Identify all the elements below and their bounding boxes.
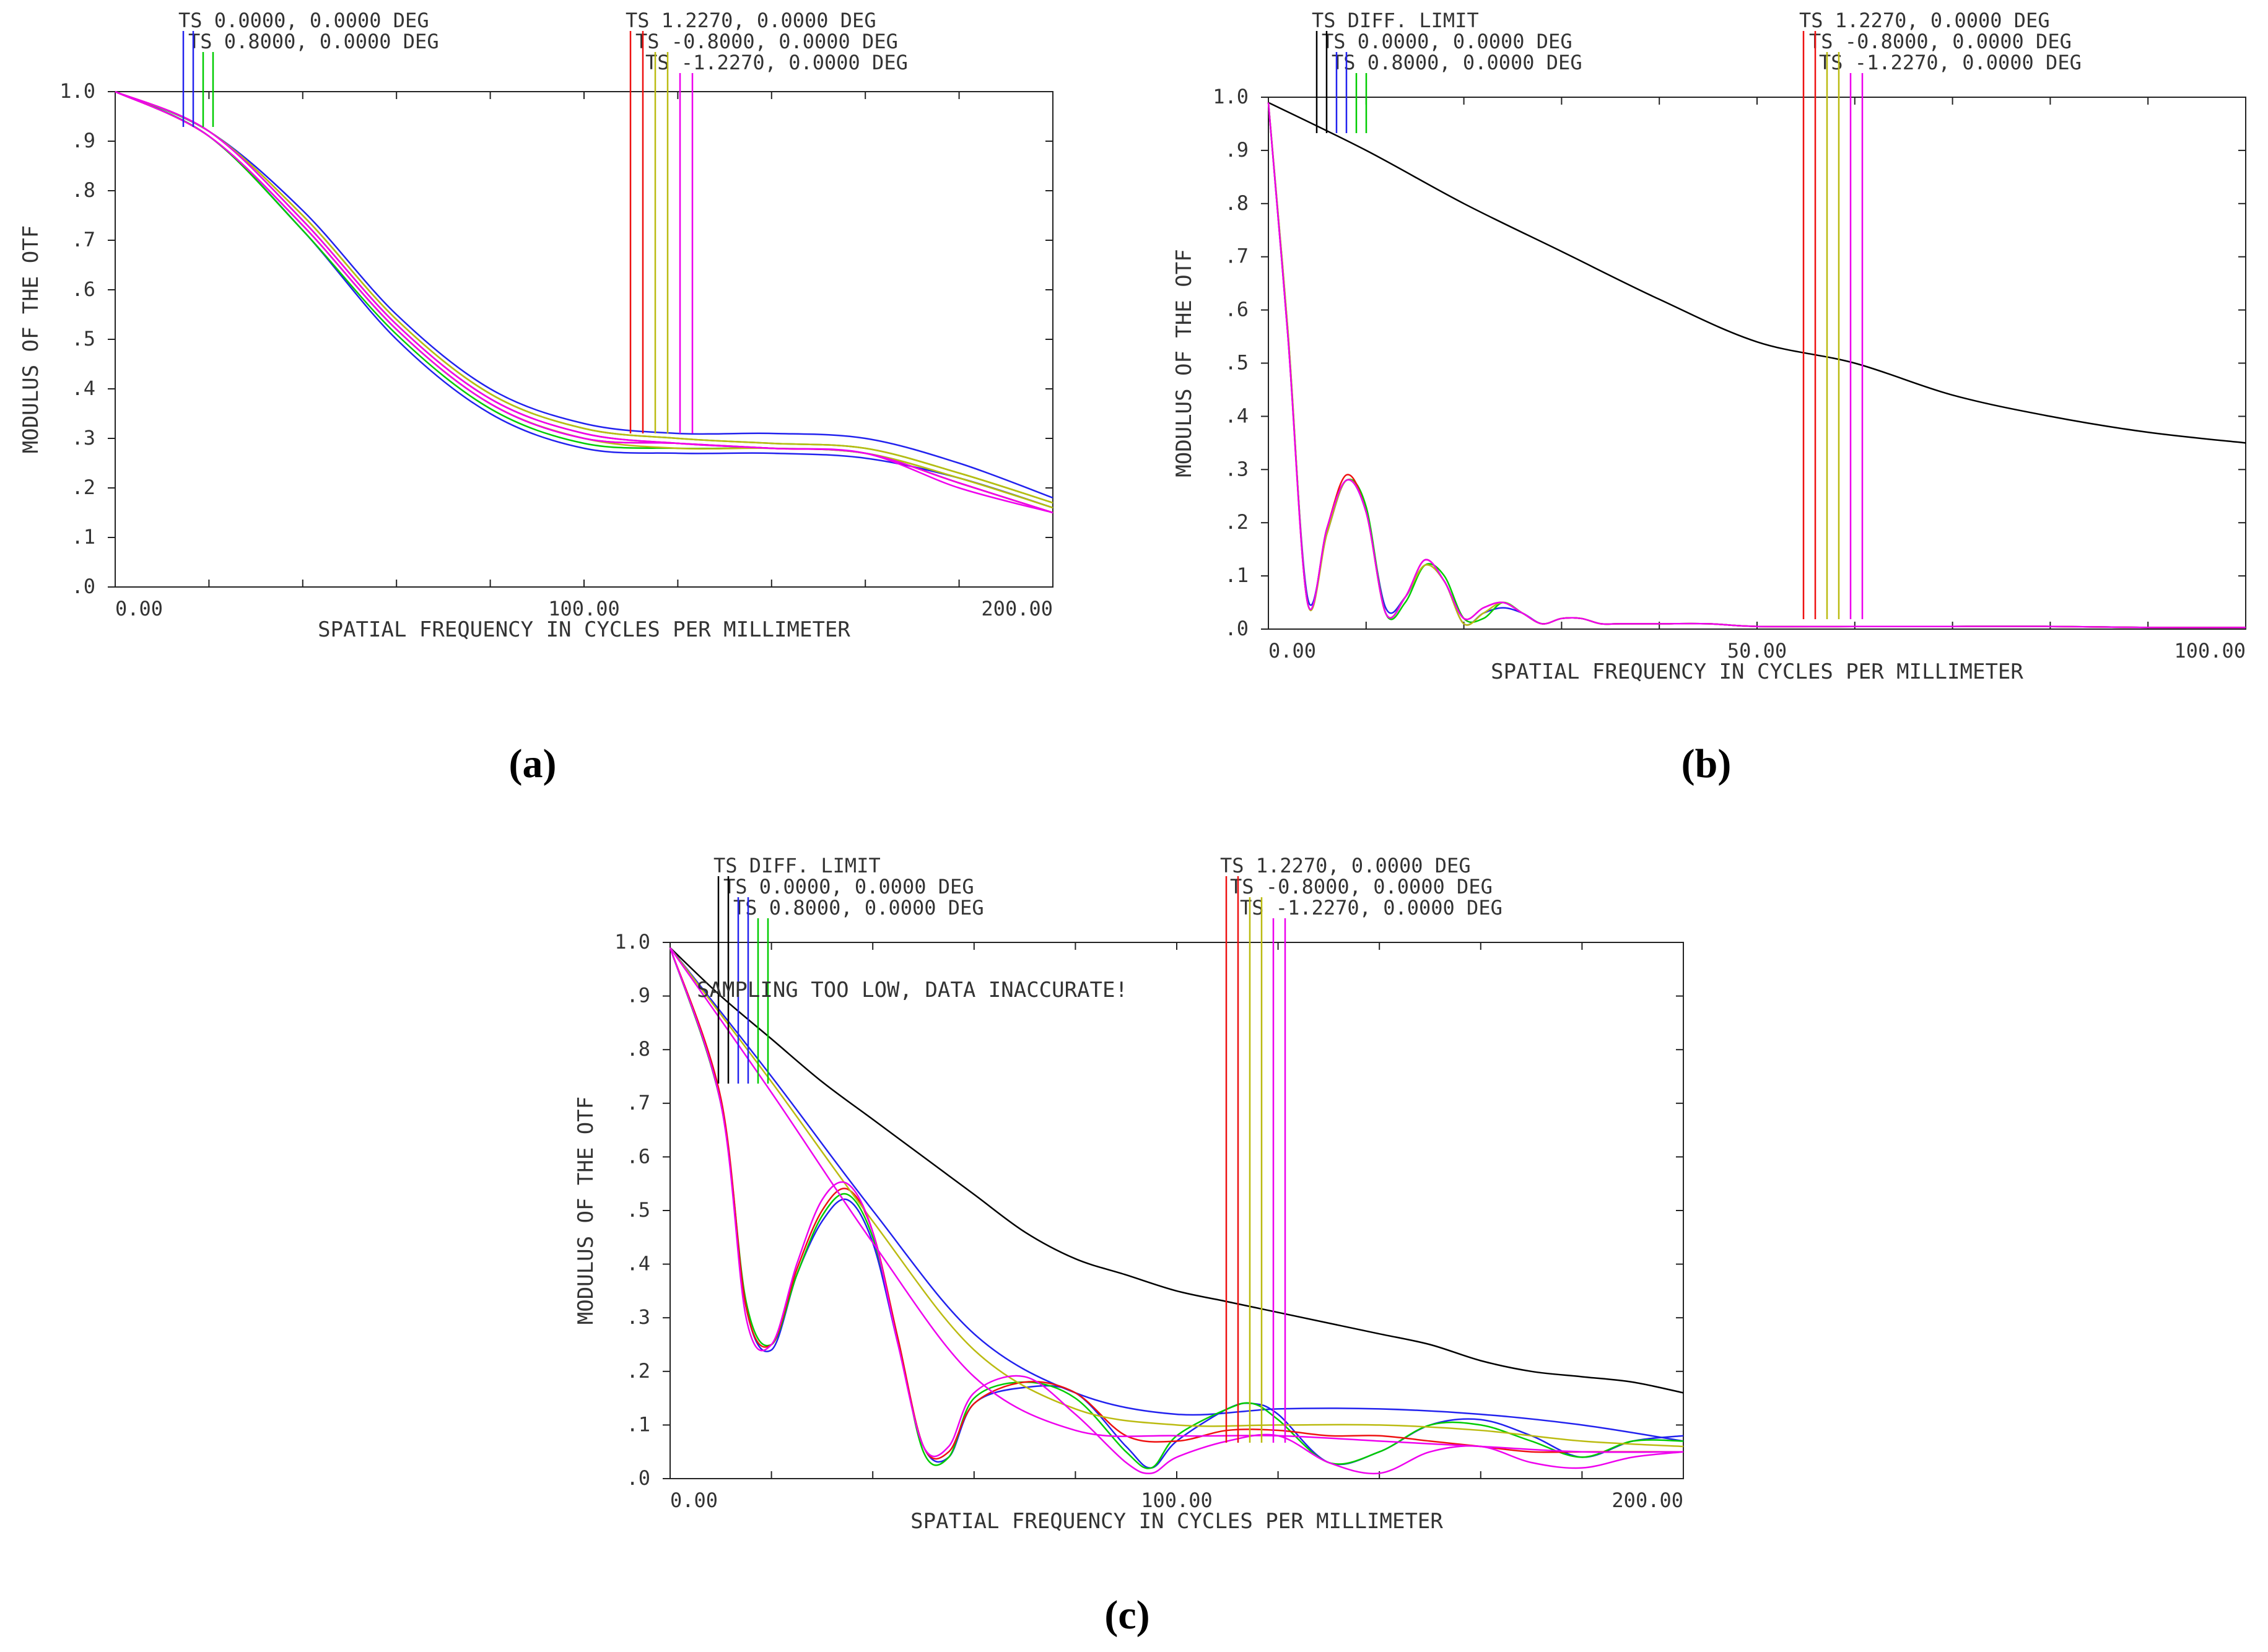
y-tick-label: .6 xyxy=(71,277,95,301)
y-tick-label: .5 xyxy=(1224,351,1249,375)
legend-label-right: TS 1.2270, 0.0000 DEG xyxy=(626,9,876,32)
y-tick-label: .2 xyxy=(1224,510,1249,534)
y-axis-title: MODULUS OF THE OTF xyxy=(1172,249,1197,477)
y-tick-label: .3 xyxy=(626,1305,650,1329)
y-tick-label: .4 xyxy=(626,1252,650,1276)
x-tick-label: 0.00 xyxy=(1268,639,1316,663)
series-line-ts1227 xyxy=(669,947,1683,1460)
legend-label-left: TS 0.0000, 0.0000 DEG xyxy=(178,9,429,32)
series-line-diff xyxy=(669,947,1684,1394)
y-axis-title: MODULUS OF THE OTF xyxy=(574,1097,598,1324)
y-tick-label: .2 xyxy=(71,476,95,499)
series-line-tsm08 xyxy=(1267,102,2246,628)
y-tick-label: .1 xyxy=(626,1412,650,1436)
legend-label-right: TS -0.8000, 0.0000 DEG xyxy=(1809,30,2072,53)
x-tick-label: 100.00 xyxy=(548,597,620,620)
y-tick-label: .6 xyxy=(626,1144,650,1168)
series-line-tsm08 xyxy=(115,90,1053,509)
series-line-tsm08 xyxy=(669,947,1684,1448)
legend-label-left: TS 0.8000, 0.0000 DEG xyxy=(733,896,984,919)
y-tick-label: .9 xyxy=(1224,138,1249,162)
y-tick-label: .5 xyxy=(71,327,95,350)
legend-label-left: TS DIFF. LIMIT xyxy=(1312,9,1479,32)
x-tick-label: 50.00 xyxy=(1727,639,1787,663)
legend-label-left: TS 0.8000, 0.0000 DEG xyxy=(188,30,439,53)
series-line-tsm08 xyxy=(115,90,1053,504)
series-line-ts00 xyxy=(669,947,1684,1469)
panel-caption: (c) xyxy=(1104,1593,1149,1638)
y-tick-label: .7 xyxy=(626,1091,650,1115)
y-tick-label: .5 xyxy=(626,1198,650,1222)
y-tick-label: 1.0 xyxy=(1213,85,1249,108)
legend-label-right: TS 1.2270, 0.0000 DEG xyxy=(1220,854,1471,877)
y-tick-label: .0 xyxy=(626,1466,650,1490)
x-tick-label: 200.00 xyxy=(1612,1489,1683,1512)
y-tick-label: .3 xyxy=(1224,457,1249,480)
y-tick-label: .1 xyxy=(71,525,95,549)
series-line-ts00 xyxy=(1267,102,2246,628)
series-line-tsm1227 xyxy=(669,947,1684,1475)
series-line-ts08 xyxy=(115,90,1053,509)
y-tick-label: .7 xyxy=(1224,245,1249,268)
y-tick-label: .3 xyxy=(71,426,95,450)
y-tick-label: .4 xyxy=(71,376,95,400)
series-line-ts08 xyxy=(669,947,1684,1469)
x-axis-title: SPATIAL FREQUENCY IN CYCLES PER MILLIMET… xyxy=(1491,659,2023,684)
panel-b: .0 .1 .2 .3 .4 .5 .6 .7 .8 .9 1.0 0.00 50.00 100.00 SP… xyxy=(1172,9,2246,786)
series-line-diff xyxy=(1268,102,2246,444)
y-tick-label: .8 xyxy=(1224,191,1249,215)
series-line-ts00 xyxy=(115,90,1053,499)
legend-label-right: TS -0.8000, 0.0000 DEG xyxy=(1230,875,1493,898)
y-tick-label: .1 xyxy=(1224,563,1249,587)
series-line-ts00 xyxy=(669,947,1684,1442)
sampling-warning: SAMPLING TOO LOW, DATA INACCURATE! xyxy=(697,978,1128,1002)
y-tick-label: .8 xyxy=(71,178,95,202)
series-line-ts00 xyxy=(115,90,1053,509)
legend-label-left: TS DIFF. LIMIT xyxy=(713,854,881,877)
y-tick-label: 1.0 xyxy=(614,930,650,954)
panel-c: .0 .1 .2 .3 .4 .5 .6 .7 .8 .9 1.0 0.00 100.00 200.00 S… xyxy=(574,854,1684,1638)
legend-label-left: TS 0.8000, 0.0000 DEG xyxy=(1332,51,1582,74)
legend-label-right: TS -1.2270, 0.0000 DEG xyxy=(1819,51,2082,74)
series-line-ts08 xyxy=(115,90,1053,504)
panel-caption: (a) xyxy=(509,741,557,786)
panel-a: .0 .1 .2 .3 .4 .5 .6 .7 .8 .9 1.0 0.00 100.00 200.00 S… xyxy=(19,9,1053,786)
y-tick-label: .7 xyxy=(71,228,95,251)
y-tick-label: .9 xyxy=(626,984,650,1007)
y-tick-label: .6 xyxy=(1224,298,1249,321)
legend-label-left: TS 0.0000, 0.0000 DEG xyxy=(723,875,974,898)
y-tick-label: .9 xyxy=(71,129,95,152)
x-tick-label: 0.00 xyxy=(115,597,163,620)
y-tick-label: .8 xyxy=(626,1037,650,1061)
series-line-ts08 xyxy=(1267,102,2246,628)
y-tick-label: .2 xyxy=(626,1359,650,1383)
x-axis-title: SPATIAL FREQUENCY IN CYCLES PER MILLIMET… xyxy=(910,1509,1443,1534)
y-axis-title: MODULUS OF THE OTF xyxy=(19,225,43,453)
x-tick-label: 100.00 xyxy=(2174,639,2246,663)
panel-caption: (b) xyxy=(1681,741,1732,786)
y-tick-label: .0 xyxy=(1224,617,1249,640)
x-tick-label: 200.00 xyxy=(981,597,1053,620)
y-tick-label: 1.0 xyxy=(59,79,95,103)
x-tick-label: 100.00 xyxy=(1141,1489,1213,1512)
legend-label-right: TS 1.2270, 0.0000 DEG xyxy=(1799,9,2050,32)
y-tick-label: .0 xyxy=(71,575,95,598)
x-axis-title: SPATIAL FREQUENCY IN CYCLES PER MILLIMET… xyxy=(318,617,850,642)
series-line-tsm1227 xyxy=(115,90,1053,514)
legend-label-right: TS -1.2270, 0.0000 DEG xyxy=(1240,896,1503,919)
legend-label-left: TS 0.0000, 0.0000 DEG xyxy=(1322,30,1572,53)
legend-label-right: TS -1.2270, 0.0000 DEG xyxy=(645,51,908,74)
series-line-tsm1227 xyxy=(669,947,1684,1453)
legend-label-right: TS -0.8000, 0.0000 DEG xyxy=(635,30,898,53)
series-line-tsm1227 xyxy=(1267,102,2246,628)
series-line-tsm1227 xyxy=(115,90,1053,514)
x-tick-label: 0.00 xyxy=(670,1489,718,1512)
series-line-ts1227 xyxy=(1267,102,2246,628)
y-tick-label: .4 xyxy=(1224,404,1249,427)
